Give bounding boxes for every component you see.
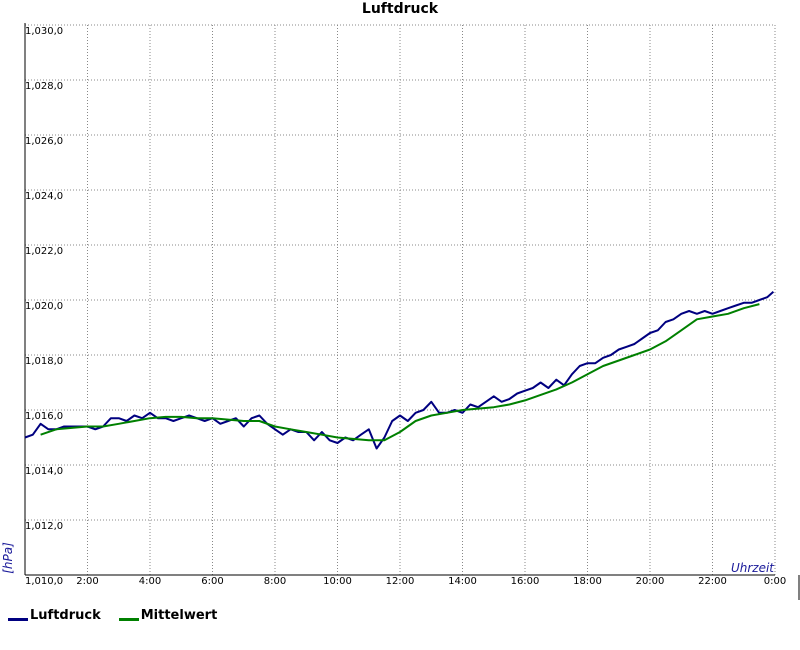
x-tick-label: 14:00 — [448, 576, 477, 587]
y-tick-label: 1,024,0 — [25, 191, 63, 202]
x-tick-label: 18:00 — [573, 576, 602, 587]
y-tick-label: 1,020,0 — [25, 301, 63, 312]
x-tick-label: 6:00 — [201, 576, 223, 587]
x-tick-label: 20:00 — [636, 576, 665, 587]
x-tick-label: 2:00 — [76, 576, 98, 587]
y-tick-label: 1,010,0 — [25, 576, 63, 587]
y-tick-label: 1,014,0 — [25, 466, 63, 477]
x-tick-label: 8:00 — [264, 576, 286, 587]
x-tick-labels: 2:00 4:00 6:00 8:00 10:00 12:00 14:00 16:00 18:0… — [76, 576, 786, 587]
chart-title: Luftdruck — [362, 1, 439, 17]
y-tick-label: 1,028,0 — [25, 81, 63, 92]
legend-swatch-luftdruck — [8, 618, 28, 621]
legend-swatch-mittelwert — [118, 618, 139, 621]
legend-label-luftdruck: Luftdruck — [30, 608, 101, 623]
y-tick-label: 1,018,0 — [25, 356, 63, 367]
x-axis-label: Uhrzeit — [731, 561, 775, 575]
x-tick-label: 4:00 — [139, 576, 161, 587]
legend-item-luftdruck: Luftdruck — [8, 608, 101, 623]
y-tick-labels: 1,010,0 1,012,0 1,014,0 1,016,0 1,018,0 1,020… — [25, 26, 63, 587]
series-line-mittelwert — [40, 303, 760, 442]
legend-label-mittelwert: Mittelwert — [140, 608, 218, 623]
y-axis-label: [hPa] — [1, 542, 15, 574]
legend: Luftdruck Mittelwert — [8, 608, 217, 623]
axes — [24, 23, 800, 600]
legend-item-mittelwert: Mittelwert — [118, 608, 218, 623]
x-tick-label: 0:00 — [764, 576, 786, 587]
y-tick-label: 1,022,0 — [25, 246, 63, 257]
x-tick-label: 16:00 — [511, 576, 540, 587]
series-line-luftdruck — [24, 291, 775, 450]
grid — [25, 24, 776, 575]
x-tick-label: 10:00 — [323, 576, 352, 587]
y-tick-label: 1,026,0 — [25, 136, 63, 147]
x-tick-label: 22:00 — [698, 576, 727, 587]
y-tick-label: 1,012,0 — [25, 521, 63, 532]
series-lines — [24, 291, 775, 450]
y-tick-label: 1,016,0 — [25, 411, 63, 422]
x-tick-label: 12:00 — [386, 576, 415, 587]
y-tick-label: 1,030,0 — [25, 26, 63, 37]
